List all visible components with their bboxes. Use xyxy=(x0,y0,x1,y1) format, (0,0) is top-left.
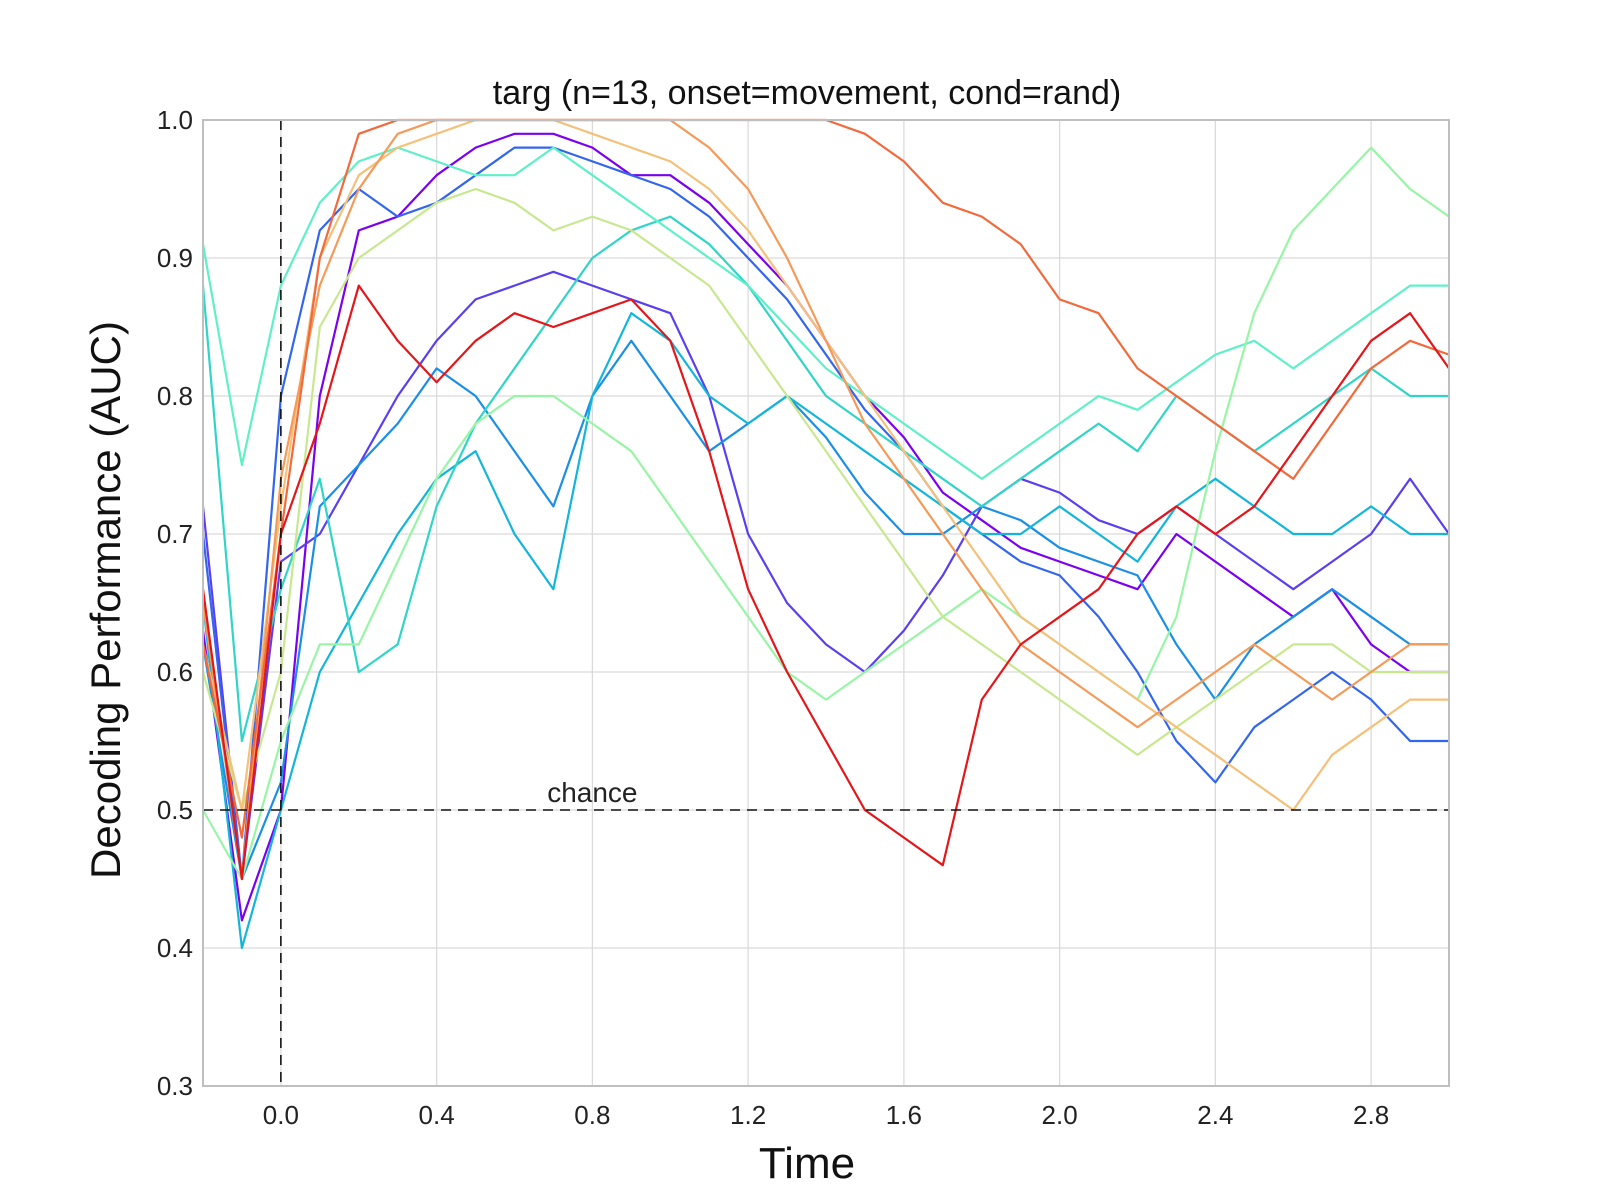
series-line-9 xyxy=(201,187,1449,812)
y-tick-label: 1.0 xyxy=(157,105,193,135)
plot-frame xyxy=(202,119,1450,1087)
x-tick-label: 0.0 xyxy=(263,1100,299,1130)
series-line-4 xyxy=(201,339,1449,881)
reference-lines xyxy=(203,120,1449,1086)
y-tick-label: 0.9 xyxy=(157,243,193,273)
y-tick-label: 0.6 xyxy=(157,657,193,687)
x-tick-label: 1.6 xyxy=(886,1100,922,1130)
series-line-7 xyxy=(201,146,1449,480)
series-line-10 xyxy=(201,118,1449,812)
series-line-12 xyxy=(201,118,1450,839)
x-tick-labels: 0.0 0.4 0.8 1.2 1.6 2.0 2.4 2.8 xyxy=(263,1100,1389,1130)
series-line-8 xyxy=(202,146,1450,881)
x-tick-label: 2.0 xyxy=(1042,1100,1078,1130)
x-tick-label: 0.4 xyxy=(419,1100,455,1130)
chance-label: chance xyxy=(547,777,637,808)
chart-title: targ (n=13, onset=movement, cond=rand) xyxy=(493,74,1121,112)
x-tick-label: 0.8 xyxy=(574,1100,610,1130)
x-axis-title: Time xyxy=(759,1139,855,1188)
y-tick-labels: 0.3 0.4 0.5 0.6 0.7 0.8 0.9 1.0 xyxy=(157,105,193,1101)
y-axis-title: Decoding Performance (AUC) xyxy=(82,321,129,879)
series-line-1 xyxy=(201,132,1449,922)
series-line-3 xyxy=(201,146,1449,881)
series-line-5 xyxy=(201,312,1449,950)
series-line-11 xyxy=(201,118,1449,881)
y-tick-label: 0.8 xyxy=(157,381,193,411)
series-line-13 xyxy=(201,284,1450,881)
y-tick-label: 0.4 xyxy=(157,933,193,963)
x-tick-label: 2.8 xyxy=(1353,1100,1389,1130)
x-tick-label: 1.2 xyxy=(730,1100,766,1130)
y-tick-label: 0.7 xyxy=(157,519,193,549)
grid-lines xyxy=(203,119,1449,1087)
y-tick-label: 0.5 xyxy=(157,795,193,825)
y-tick-label: 0.3 xyxy=(157,1071,193,1101)
series-line-2 xyxy=(201,270,1450,881)
x-tick-label: 2.4 xyxy=(1197,1100,1233,1130)
series-lines xyxy=(201,118,1450,950)
